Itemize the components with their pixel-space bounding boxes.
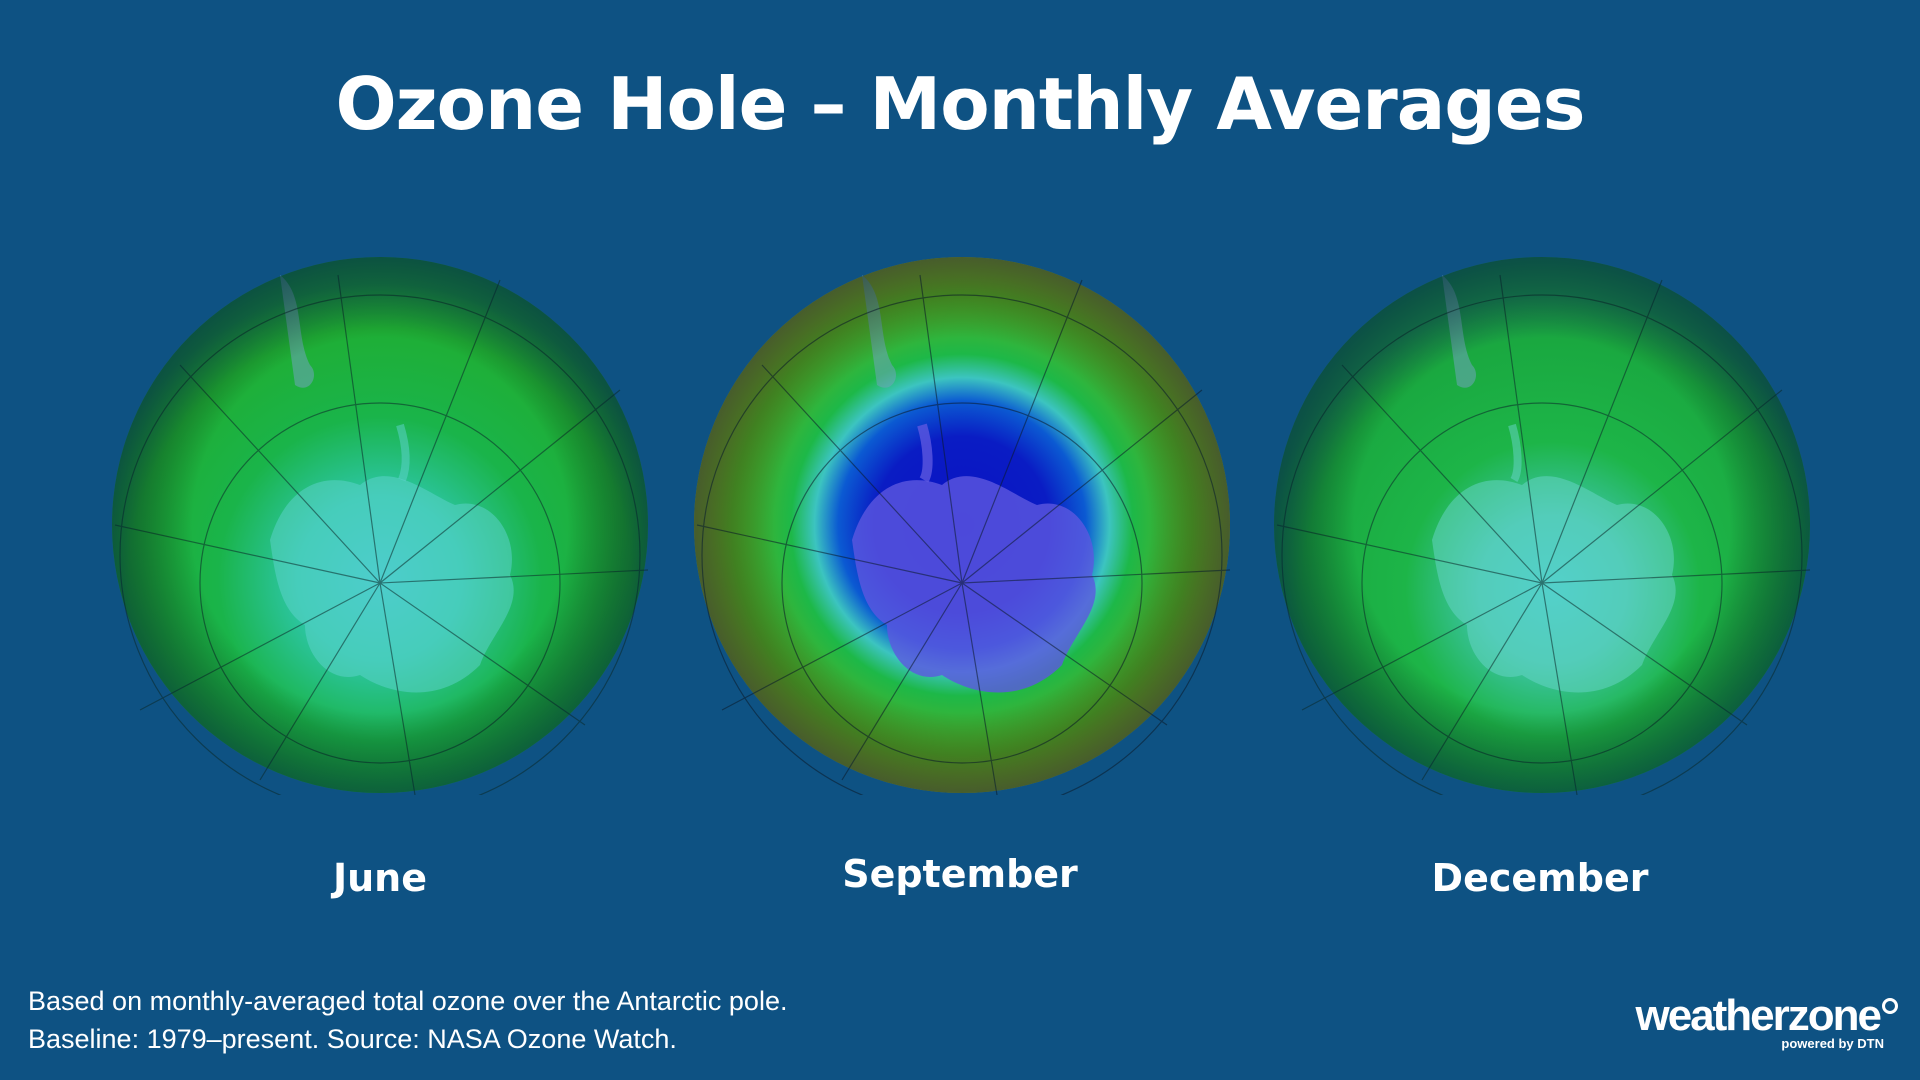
footnote-line-2: Baseline: 1979–present. Source: NASA Ozo… <box>28 1024 677 1054</box>
ozone-map-june <box>112 257 649 795</box>
globe-december <box>1272 255 1812 795</box>
globe-june <box>110 255 650 795</box>
ozone-map-september <box>694 257 1231 795</box>
month-label-december: December <box>1431 856 1649 900</box>
page-title: Ozone Hole – Monthly Averages <box>335 62 1585 146</box>
logo-tagline: powered by DTN <box>1781 1036 1884 1051</box>
footnote: Based on monthly-averaged total ozone ov… <box>28 982 787 1058</box>
footnote-line-1: Based on monthly-averaged total ozone ov… <box>28 986 788 1016</box>
logo-ring-icon <box>1882 998 1898 1014</box>
month-label-june: June <box>332 856 428 900</box>
weatherzone-logo: weatherzone powered by DTN <box>1635 994 1898 1051</box>
logo-name: weatherzone <box>1635 991 1882 1040</box>
ozone-map-december <box>1274 257 1811 795</box>
month-label-september: September <box>842 852 1078 896</box>
globe-september <box>692 255 1232 795</box>
